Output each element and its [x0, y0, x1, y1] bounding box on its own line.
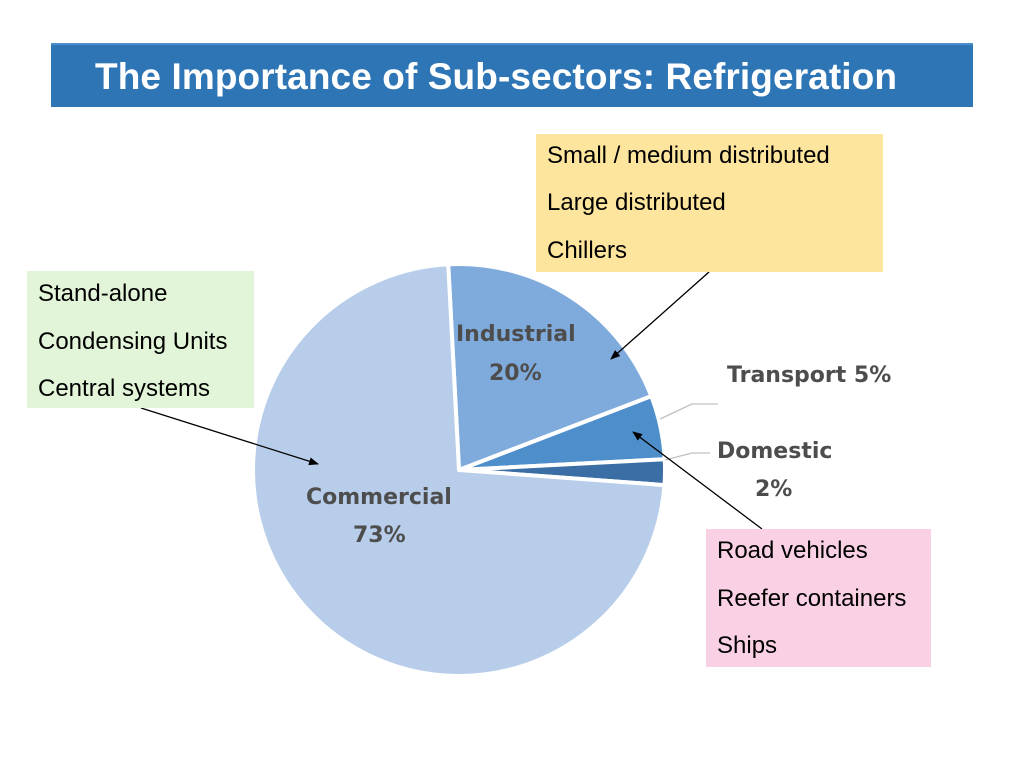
commercial-callout-line: Condensing Units	[38, 328, 228, 355]
commercial-callout: Stand-alone Condensing Units Central sys…	[27, 271, 254, 408]
leader-line-domestic	[664, 452, 710, 461]
commercial-callout-line: Central systems	[38, 375, 211, 402]
title-bar: The Importance of Sub-sectors: Refrigera…	[51, 43, 973, 107]
pie-slice-commercial	[251, 262, 667, 678]
industrial-callout: Small / medium distributed Large distrib…	[536, 134, 883, 272]
transport-callout-line: Road vehicles	[717, 537, 868, 564]
leader-line-transport	[659, 403, 718, 420]
slice-name-label: Industrial	[456, 322, 576, 347]
pie-slice-industrial	[446, 262, 654, 472]
slice-name-label: Domestic	[717, 439, 832, 464]
arrow-industrial	[610, 271, 710, 360]
transport-callout-line: Ships	[717, 632, 778, 659]
pie-labels: Industrial 20% Transport 5% Domestic 2% Comme…	[306, 322, 891, 548]
industrial-callout-line: Chillers	[547, 237, 628, 264]
slice-name-label: Transport 5%	[727, 363, 891, 388]
leader-lines	[659, 403, 718, 461]
transport-callout-line: Reefer containers	[717, 585, 907, 612]
slide-title: The Importance of Sub-sectors: Refrigera…	[95, 56, 898, 97]
callout-arrows	[140, 271, 763, 530]
industrial-callout-line: Large distributed	[547, 189, 726, 216]
transport-callout: Road vehicles Reefer containers Ships	[706, 529, 931, 667]
slice-value-label: 2%	[755, 477, 792, 502]
pie-slices	[251, 262, 667, 678]
industrial-callout-line: Small / medium distributed	[547, 142, 830, 169]
arrow-commercial	[140, 407, 319, 466]
slice-value-label: 20%	[489, 361, 542, 386]
arrow-transport	[632, 431, 763, 530]
slice-name-label: Commercial	[306, 485, 452, 510]
slice-value-label: 73%	[353, 523, 406, 548]
commercial-callout-line: Stand-alone	[38, 280, 168, 307]
